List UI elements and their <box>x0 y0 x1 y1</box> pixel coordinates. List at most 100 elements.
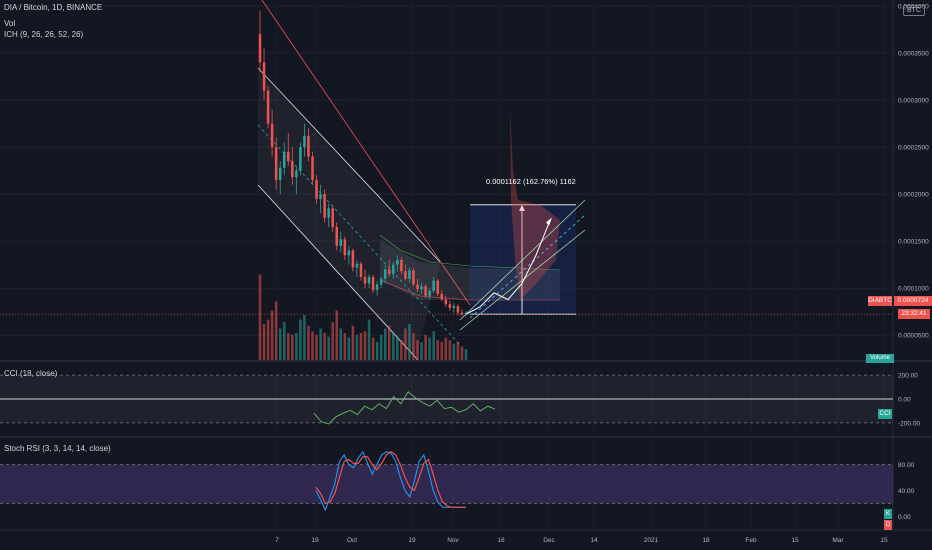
legend-ichimoku[interactable]: ICH (9, 26, 26, 52, 26) <box>4 30 84 39</box>
candle-body[interactable] <box>359 263 363 277</box>
time-tick-label: 16 <box>497 537 505 544</box>
candle-body[interactable] <box>262 62 266 91</box>
candle-body[interactable] <box>315 180 318 199</box>
volume-bar <box>282 322 286 360</box>
volume-bar <box>323 333 326 360</box>
candle-body[interactable] <box>339 239 343 246</box>
candle-body[interactable] <box>291 161 294 178</box>
volume-bar <box>347 337 351 360</box>
candle-body[interactable] <box>436 280 439 294</box>
candle-body[interactable] <box>379 278 383 285</box>
candle-body[interactable] <box>351 250 355 268</box>
candle-body[interactable] <box>303 135 306 148</box>
candle-body[interactable] <box>383 269 387 279</box>
candle-body[interactable] <box>448 304 452 308</box>
price-tick-label: 0.0002500 <box>898 145 929 152</box>
volume-bar <box>440 342 444 360</box>
candle-body[interactable] <box>319 194 322 199</box>
volume-bar <box>291 334 294 360</box>
rising-channel-lower <box>459 229 586 331</box>
legend-cci[interactable]: CCI (18, close) <box>4 369 58 378</box>
time-tick-label: Oct <box>347 537 357 544</box>
price-axis[interactable]: 0.0004000 0.0003500 0.0003000 0.0002500 0.00… <box>898 4 929 340</box>
candle-body[interactable] <box>412 270 415 285</box>
cci-tick-label: -200.00 <box>898 420 920 427</box>
legend-stoch-rsi[interactable]: Stoch RSI (3, 3, 14, 14, close) <box>4 444 111 453</box>
candle-body[interactable] <box>420 286 423 290</box>
candle-body[interactable] <box>392 264 395 275</box>
time-axis[interactable]: 7 19 Oct 19 Nov 16 Dec 14 2021 18 Feb 15 Mar 15 <box>275 537 888 544</box>
legend-symbol[interactable]: DIA / Bitcoin, 1D, BINANCE <box>4 3 103 12</box>
candle-body[interactable] <box>323 194 326 218</box>
volume-bar <box>363 331 367 360</box>
candle-body[interactable] <box>363 276 367 284</box>
candle-body[interactable] <box>444 299 448 305</box>
time-tick-label: Feb <box>745 537 757 544</box>
stoch-tick-label: 80.00 <box>898 462 915 469</box>
volume-bar <box>400 340 403 360</box>
candle-body[interactable] <box>440 293 444 300</box>
candle-body[interactable] <box>266 90 270 124</box>
volume-bar <box>464 349 468 360</box>
candle-body[interactable] <box>270 123 274 148</box>
cci-pane[interactable]: 200.00 0.00 -200.00 <box>0 373 920 428</box>
candle-body[interactable] <box>396 259 399 265</box>
cci-line <box>313 391 496 425</box>
volume-bar <box>444 337 448 360</box>
volume-bar <box>303 315 306 360</box>
candle-body[interactable] <box>388 269 391 275</box>
candle-body[interactable] <box>258 34 262 63</box>
candle-body[interactable] <box>307 135 310 157</box>
candle-body[interactable] <box>416 284 419 290</box>
candle-body[interactable] <box>311 156 314 181</box>
volume-bar <box>404 328 407 360</box>
volume-bar <box>351 325 355 360</box>
stoch-band <box>0 464 893 504</box>
price-pane[interactable] <box>0 0 893 361</box>
time-tick-label: 15 <box>791 537 799 544</box>
candle-body[interactable] <box>452 306 456 308</box>
price-tick-label: 0.0001000 <box>898 286 929 293</box>
currency-badge[interactable]: BTC <box>903 5 925 16</box>
volume-bar <box>278 328 282 360</box>
candle-body[interactable] <box>456 306 460 313</box>
candle-body[interactable] <box>408 270 411 279</box>
cci-tag: CCI <box>878 409 892 419</box>
candle-body[interactable] <box>400 259 403 272</box>
candle-body[interactable] <box>355 263 359 268</box>
candle-body[interactable] <box>464 312 468 315</box>
candle-body[interactable] <box>295 170 298 178</box>
candle-body[interactable] <box>460 312 464 315</box>
candle-body[interactable] <box>331 208 334 228</box>
candle-body[interactable] <box>274 147 278 181</box>
measure-label: 0.0001162 (162.76%) 1162 <box>486 177 576 186</box>
volume-bar <box>287 333 290 360</box>
candle-body[interactable] <box>404 271 407 279</box>
stoch-rsi-pane[interactable]: 80.00 40.00 0.00 <box>0 450 915 521</box>
volume-bar <box>392 333 395 360</box>
candle-body[interactable] <box>335 227 338 246</box>
candle-body[interactable] <box>367 276 371 284</box>
candle-body[interactable] <box>347 250 351 256</box>
projected-path <box>465 220 551 315</box>
time-tick-label: 7 <box>275 537 279 544</box>
candle-body[interactable] <box>299 147 302 171</box>
candle-body[interactable] <box>371 276 375 291</box>
candle-body[interactable] <box>432 280 435 292</box>
candle-body[interactable] <box>287 151 290 162</box>
volume-bar <box>388 325 391 360</box>
candle-body[interactable] <box>282 151 286 168</box>
candle-body[interactable] <box>327 208 330 218</box>
time-tick-label: Dec <box>543 537 555 544</box>
candle-body[interactable] <box>424 286 427 296</box>
stoch-tick-label: 40.00 <box>898 488 915 495</box>
volume-bar <box>412 333 415 360</box>
volume-bar <box>452 343 456 360</box>
legend-volume[interactable]: Vol <box>4 19 16 28</box>
candle-body[interactable] <box>375 284 379 291</box>
candle-body[interactable] <box>278 167 282 181</box>
candle-body[interactable] <box>343 239 347 256</box>
volume-tag: Volume <box>866 354 894 363</box>
candle-body[interactable] <box>428 291 431 296</box>
